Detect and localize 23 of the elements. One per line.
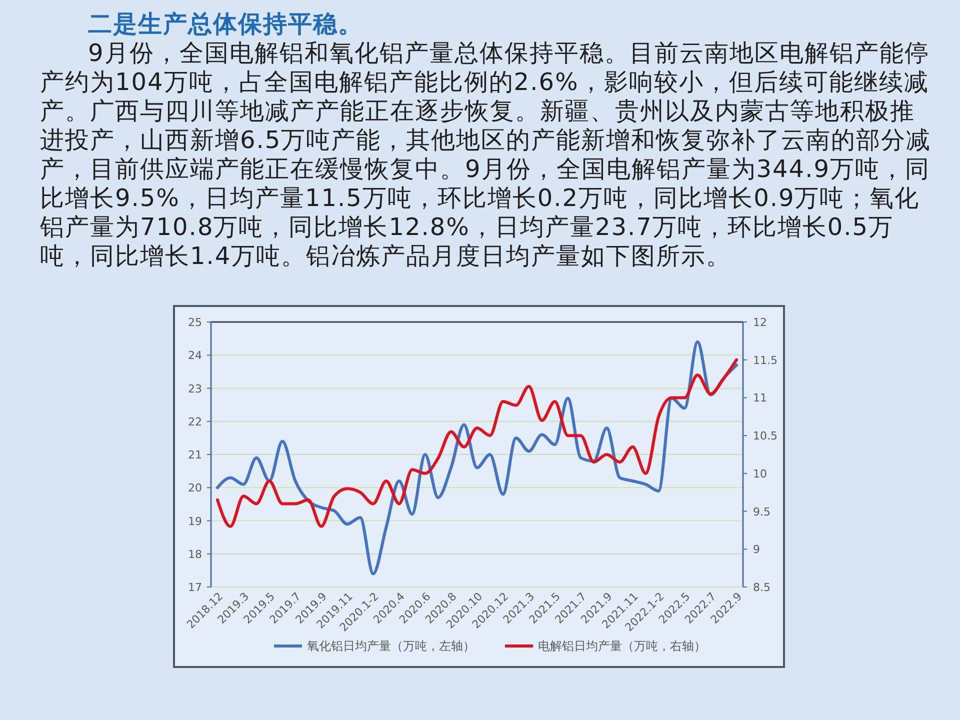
line-series xyxy=(216,340,738,576)
y2-tick-label: 10.5 xyxy=(753,430,778,443)
y-tick-label: 24 xyxy=(188,349,202,362)
y2-tick-label: 11.5 xyxy=(753,354,778,367)
chart-subtitle: 9月份，全国电解铝和氧化铝产量总体保持平稳。目前云南地区电解铝产能停产约为104万吨，占全国电解铝产能比例的2.6%，影响较小，但后续可能继续减产。广西与四川等地减产产能正在逐步恢复。新疆、贵州以及内蒙古等地积极推进投产，山西新增6.5万吨产能，其他地区的产能新增和恢复弥补了云南的部分减产，目前供应端产能正在缓慢恢复中。9月份，全国电解铝产量为344.9万吨，同比增长9.5%，日均产量11.5万吨，环比增长0.2万吨，同比增长0.9万吨；氧化铝产量为710.8万吨，同比增长12.8%，日均产量23.7万吨，环比增长0.5万吨，同比增长1.4万吨。铝冶炼产品月度日均产量如下图所示。 xyxy=(39,39,932,270)
y2-tick-label: 8.5 xyxy=(753,581,770,594)
chart-title: 二是生产总体保持平稳。 xyxy=(88,10,363,38)
y-tick-label: 22 xyxy=(188,415,202,428)
y-tick-label: 18 xyxy=(188,548,202,561)
y-tick-label: 19 xyxy=(188,514,202,528)
legend-label: 电解铝日均产量（万吨，右轴） xyxy=(538,639,706,653)
y2-tick-label: 9.5 xyxy=(753,505,770,518)
y2-tick-label: 11 xyxy=(753,392,767,405)
y-tick-label: 20 xyxy=(188,482,202,495)
legend-label: 氧化铝日均产量（万吨，左轴） xyxy=(307,639,475,653)
y-tick-label: 17 xyxy=(188,581,202,594)
y2-tick-label: 9 xyxy=(753,543,760,556)
y-tick-label: 23 xyxy=(188,382,202,396)
y2-tick-label: 10 xyxy=(753,467,767,480)
y-tick-label: 25 xyxy=(188,316,202,329)
line-series xyxy=(216,358,738,528)
y-tick-label: 21 xyxy=(188,448,202,462)
y2-tick-label: 12 xyxy=(753,316,767,329)
